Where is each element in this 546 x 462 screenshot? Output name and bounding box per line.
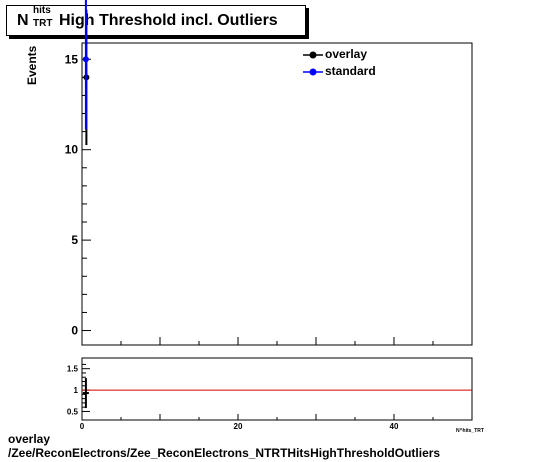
legend-marker-standard: [309, 68, 317, 76]
title-superscript: hits: [33, 5, 51, 16]
main-x-ticks: [81, 337, 473, 345]
y-tick-label: 0: [71, 324, 78, 338]
legend-marker-overlay: [309, 51, 317, 59]
chart-title: High Threshold incl. Outliers: [59, 12, 278, 29]
ratio-x-tick-label: 20: [234, 422, 243, 431]
y-tick-label: 10: [65, 143, 79, 157]
main-y-axis: 0 5 10 15: [65, 52, 91, 338]
data-point-standard: [82, 56, 89, 63]
y-tick-label: 15: [65, 52, 79, 66]
title-subscript: TRT: [33, 18, 53, 29]
main-plot-frame: [81, 42, 473, 346]
ratio-x-tick-label: 0: [80, 422, 85, 431]
ratio-content: [82, 378, 472, 409]
title-symbol: N: [17, 12, 29, 29]
ratio-x-tick-label: 40: [390, 422, 399, 431]
legend-overlay-label: overlay: [325, 47, 368, 61]
title-box: N hits TRT High Threshold incl. Outliers: [6, 5, 306, 36]
ratio-x-axis: 0 20 40: [80, 414, 473, 431]
ratio-y-tick-label: 1: [74, 386, 79, 395]
ratio-y-tick-label: 0.5: [67, 407, 79, 416]
footer-line-1: overlay: [8, 432, 51, 446]
y-tick-label: 5: [71, 233, 78, 247]
legend-markers: [303, 51, 323, 76]
footer-line-2: /Zee/ReconElectrons/Zee_ReconElectrons_N…: [8, 446, 441, 460]
ratio-y-tick-label: 1.5: [67, 365, 79, 374]
x-axis-title: N^hits_TRT: [456, 428, 484, 434]
ratio-plot-frame: [81, 357, 473, 421]
legend-standard-label: standard: [325, 64, 376, 78]
main-data-points: [82, 0, 90, 145]
